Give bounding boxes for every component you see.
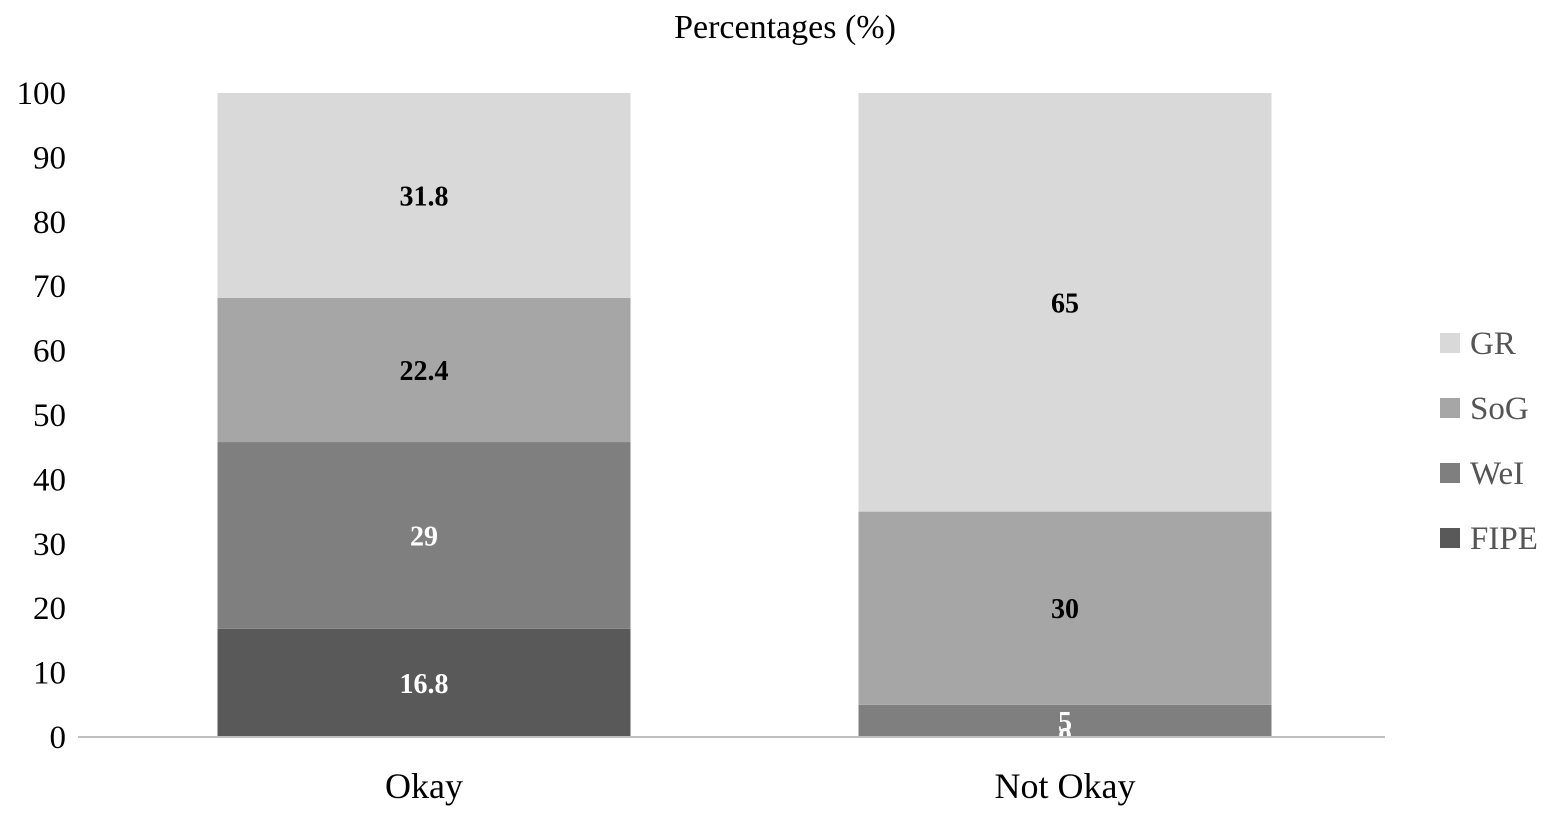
bar-segment-sog xyxy=(858,511,1272,705)
y-tick-label: 10 xyxy=(33,656,66,692)
data-label-sog: 30 xyxy=(1051,594,1079,625)
data-labels: 16.8 29 22.4 31.8 05 30 65 xyxy=(400,181,1080,754)
bar-segment-gr xyxy=(858,93,1272,512)
data-label-gr: 31.8 xyxy=(400,181,449,212)
y-tick-label: 100 xyxy=(17,76,67,112)
bar-segment-wei xyxy=(858,704,1272,737)
data-label-gr: 65 xyxy=(1051,288,1079,319)
y-tick-label: 30 xyxy=(33,527,66,563)
bar-segment-sog xyxy=(217,297,631,443)
legend-swatch-wei xyxy=(1440,463,1460,483)
data-label-wei: 5 xyxy=(1058,707,1072,738)
x-axis-labels: Okay Not Okay xyxy=(385,766,1135,806)
y-tick-label: 50 xyxy=(33,398,66,434)
bar-segment-gr xyxy=(217,93,631,298)
y-axis-ticks: 0 10 20 30 40 50 60 70 80 90 100 xyxy=(17,76,67,756)
legend-label-sog: SoG xyxy=(1470,391,1529,427)
y-tick-label: 80 xyxy=(33,205,66,241)
legend-swatch-gr xyxy=(1440,333,1460,353)
y-tick-label: 90 xyxy=(33,140,66,176)
x-category-label: Not Okay xyxy=(995,766,1136,806)
data-label-fipe: 0 xyxy=(1058,723,1072,754)
legend-label-wei: WeI xyxy=(1470,456,1524,492)
y-tick-label: 40 xyxy=(33,462,66,498)
bars xyxy=(217,93,1272,737)
y-tick-label: 70 xyxy=(33,269,66,305)
chart-title: Percentages (%) xyxy=(674,9,896,46)
data-label-wei: 29 xyxy=(410,521,438,552)
data-label-fipe: 16.8 xyxy=(400,669,449,700)
bar-segment-fipe xyxy=(217,628,631,737)
bar-segment-wei xyxy=(217,442,631,629)
legend-swatch-fipe xyxy=(1440,528,1460,548)
legend: GR SoG WeI FIPE xyxy=(1440,326,1538,557)
legend-label-gr: GR xyxy=(1470,326,1516,362)
y-tick-label: 20 xyxy=(33,591,66,627)
legend-swatch-sog xyxy=(1440,398,1460,418)
x-category-label: Okay xyxy=(385,766,463,806)
y-tick-label: 0 xyxy=(50,720,67,756)
legend-label-fipe: FIPE xyxy=(1470,521,1538,557)
data-label-sog: 22.4 xyxy=(400,356,449,387)
y-tick-label: 60 xyxy=(33,334,66,370)
